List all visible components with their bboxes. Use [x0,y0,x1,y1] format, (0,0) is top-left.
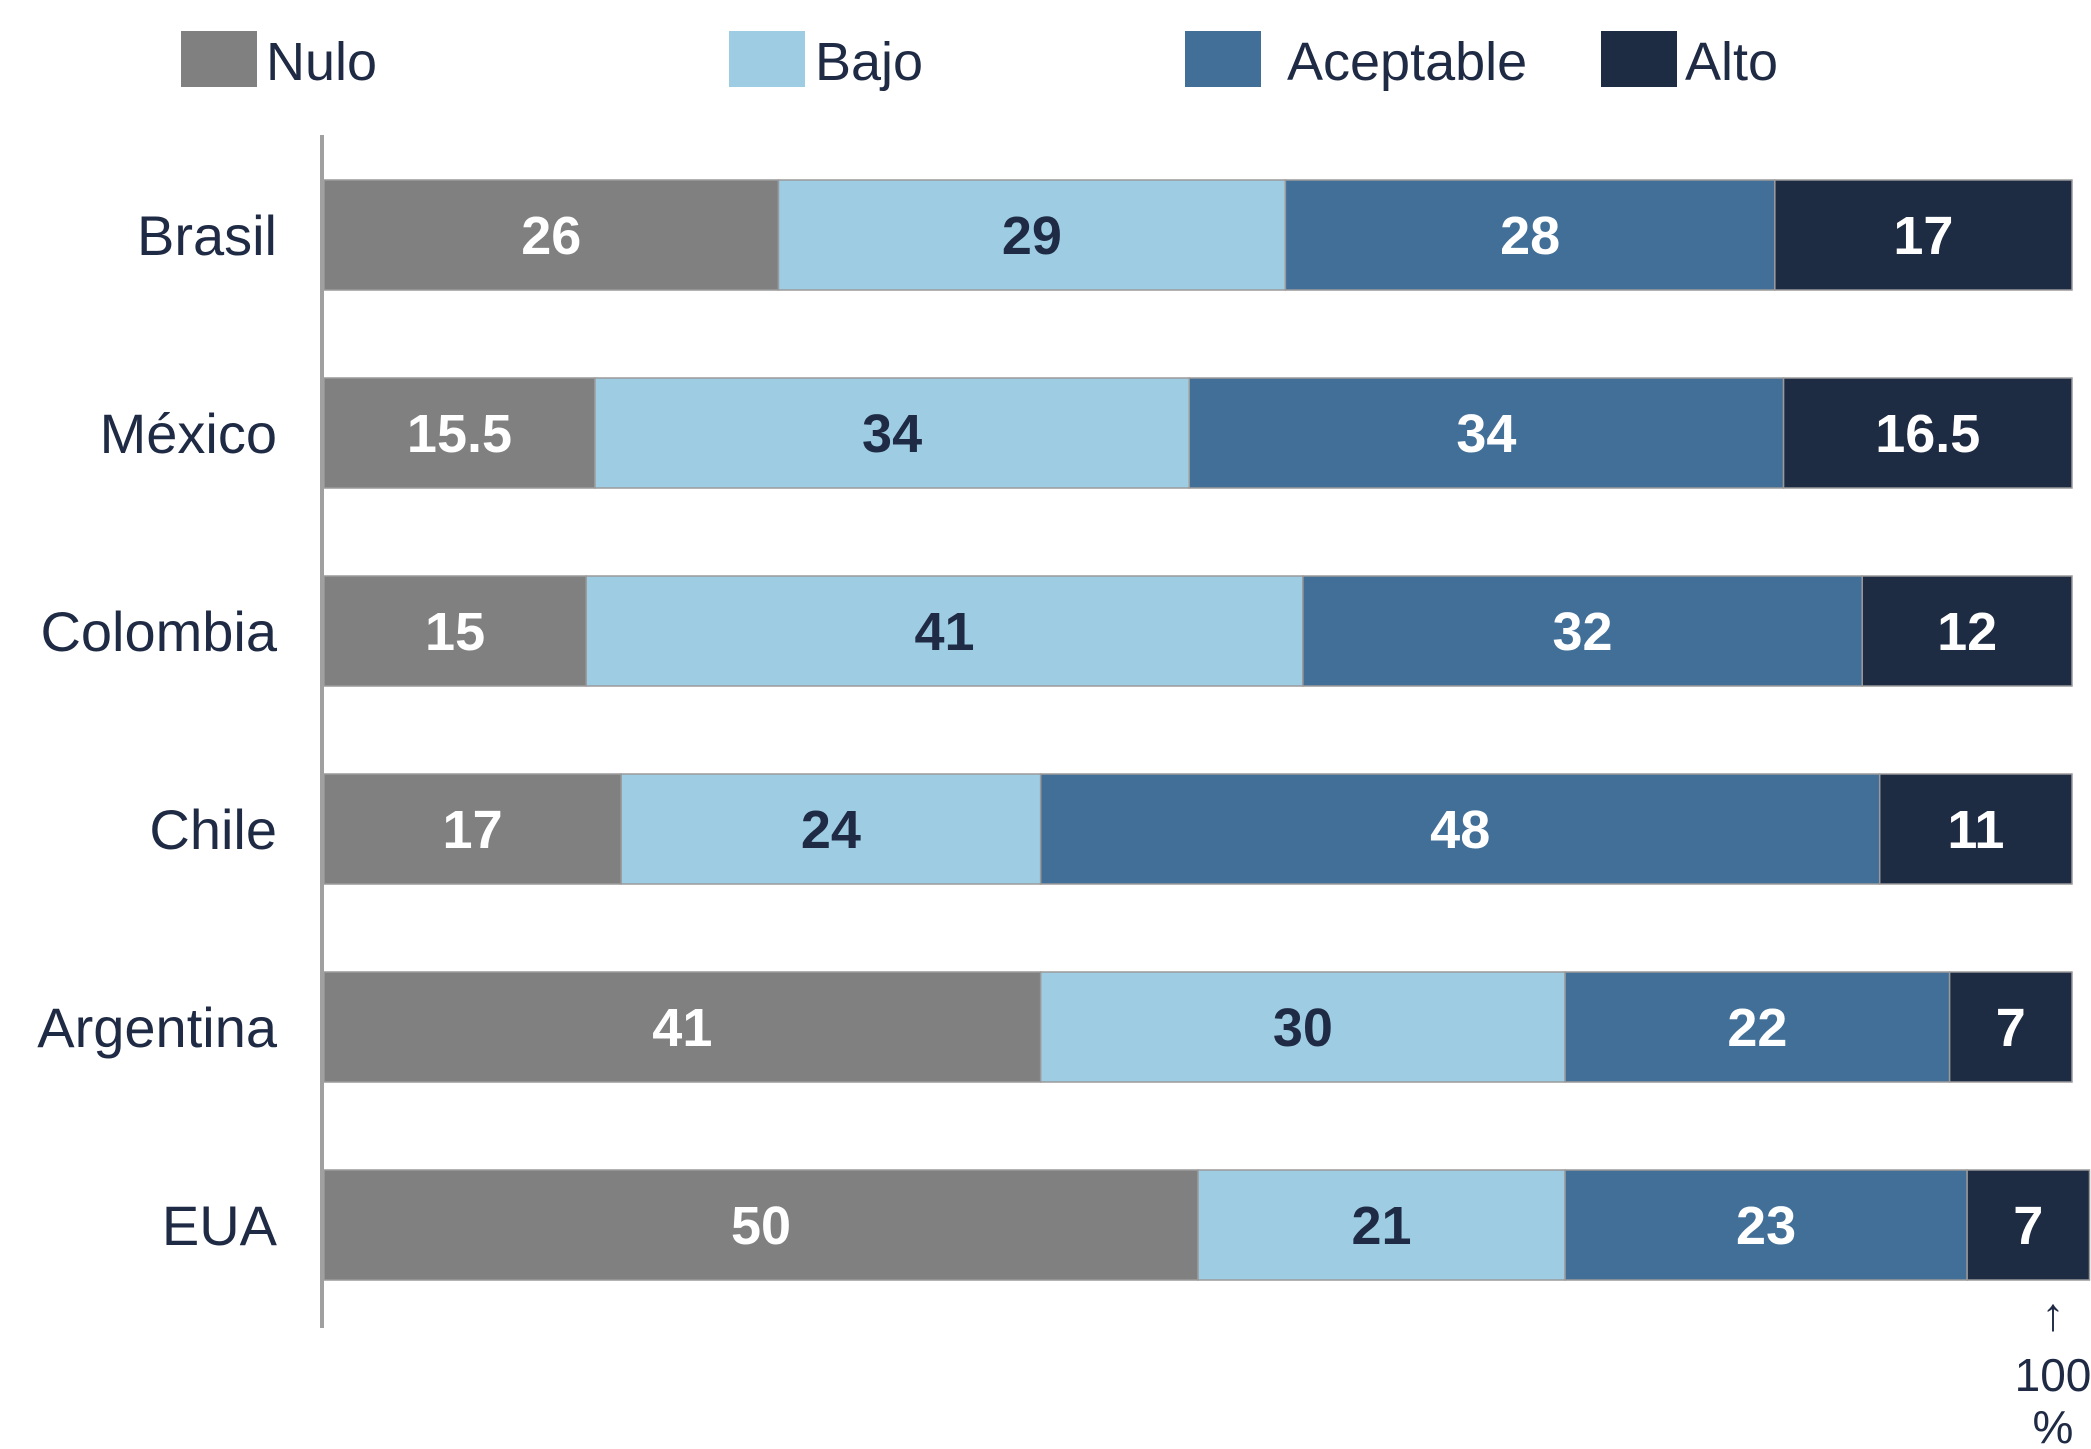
value-label-eua-nulo: 50 [731,1196,791,1256]
bar-mexico-alto [1782,377,2073,489]
value-label-mexico-bajo: 34 [862,404,922,464]
value-label-argentina-alto: 7 [1996,998,2026,1058]
annotation-arrow: ↑ [2042,1288,2065,1340]
bar-eua-nulo [323,1169,1199,1281]
value-label-brasil-alto: 17 [1893,206,1953,266]
category-label-eua: EUA [162,1194,278,1257]
bar-colombia-alto [1861,575,2073,687]
value-label-eua-bajo: 21 [1352,1196,1412,1256]
bar-mexico-nulo [323,377,596,489]
bar-row-eua: 50 21 23 7 [323,1169,2091,1281]
category-label-brasil: Brasil [137,204,277,267]
bar-chile-aceptable [1039,773,1881,885]
value-label-mexico-aceptable: 34 [1456,404,1516,464]
value-label-colombia-aceptable: 32 [1553,602,1613,662]
value-label-eua-alto: 7 [2013,1196,2043,1256]
legend-label-alto: Alto [1685,32,1778,92]
annotation-100: 100 [2015,1349,2091,1401]
value-label-mexico-nulo: 15.5 [407,404,512,464]
legend-swatch-nulo [181,31,257,87]
bar-row-mexico: 15.5 34 34 16.5 [323,377,2073,489]
legend-label-bajo: Bajo [815,32,923,92]
bar-chile-bajo [620,773,1042,885]
value-label-argentina-aceptable: 22 [1727,998,1787,1058]
legend-label-nulo: Nulo [266,32,377,92]
value-label-chile-nulo: 17 [443,800,503,860]
bar-colombia-bajo [585,575,1304,687]
value-label-brasil-bajo: 29 [1002,206,1062,266]
value-label-brasil-aceptable: 28 [1500,206,1560,266]
bar-brasil-aceptable [1284,179,1776,291]
bar-mexico-bajo [594,377,1191,489]
value-label-eua-aceptable: 23 [1736,1196,1796,1256]
value-label-mexico-alto: 16.5 [1875,404,1980,464]
bar-eua-bajo [1197,1169,1566,1281]
value-label-chile-alto: 11 [1947,800,2004,860]
category-label-argentina: Argentina [37,996,278,1059]
legend-swatch-bajo [729,31,805,87]
bar-argentina-alto [1948,971,2073,1083]
value-label-brasil-nulo: 26 [521,206,581,266]
category-label-mexico: México [100,402,277,465]
bar-chile-nulo [323,773,622,885]
bar-argentina-bajo [1039,971,1566,1083]
value-label-colombia-bajo: 41 [915,602,975,662]
value-label-argentina-nulo: 41 [652,998,712,1058]
value-label-chile-bajo: 24 [801,800,861,860]
legend-swatch-alto [1601,31,1677,87]
legend-label-aceptable: Aceptable [1287,32,1527,92]
category-label-colombia: Colombia [40,600,277,663]
bar-area: 26 29 28 17 15.5 34 34 16.5 15 41 32 12 17 24 48 11 41 30… [323,179,2091,1281]
legend-swatch-aceptable [1185,31,1261,87]
bar-argentina-nulo [323,971,1042,1083]
bar-brasil-nulo [323,179,780,291]
bar-argentina-aceptable [1564,971,1951,1083]
annotation-percent: % [2033,1401,2074,1449]
category-label-chile: Chile [149,798,277,861]
bar-eua-alto [1966,1169,2091,1281]
bar-row-argentina: 41 30 22 7 [323,971,2073,1083]
bar-row-colombia: 15 41 32 12 [323,575,2073,687]
legend: Nulo Bajo Aceptable Alto [181,31,1778,92]
bar-eua-aceptable [1564,1169,1968,1281]
value-label-colombia-alto: 12 [1937,602,1997,662]
bar-mexico-aceptable [1188,377,1785,489]
bar-brasil-bajo [777,179,1287,291]
bar-row-brasil: 26 29 28 17 [323,179,2073,291]
end-annotation: ↑ 100 % [2015,1288,2091,1449]
category-labels: Brasil México Colombia Chile Argentina EUA [37,204,278,1257]
bar-chile-alto [1878,773,2073,885]
value-label-colombia-nulo: 15 [425,602,485,662]
value-label-argentina-bajo: 30 [1273,998,1333,1058]
value-label-chile-aceptable: 48 [1430,800,1490,860]
bar-brasil-alto [1774,179,2073,291]
bar-row-chile: 17 24 48 11 [323,773,2073,885]
